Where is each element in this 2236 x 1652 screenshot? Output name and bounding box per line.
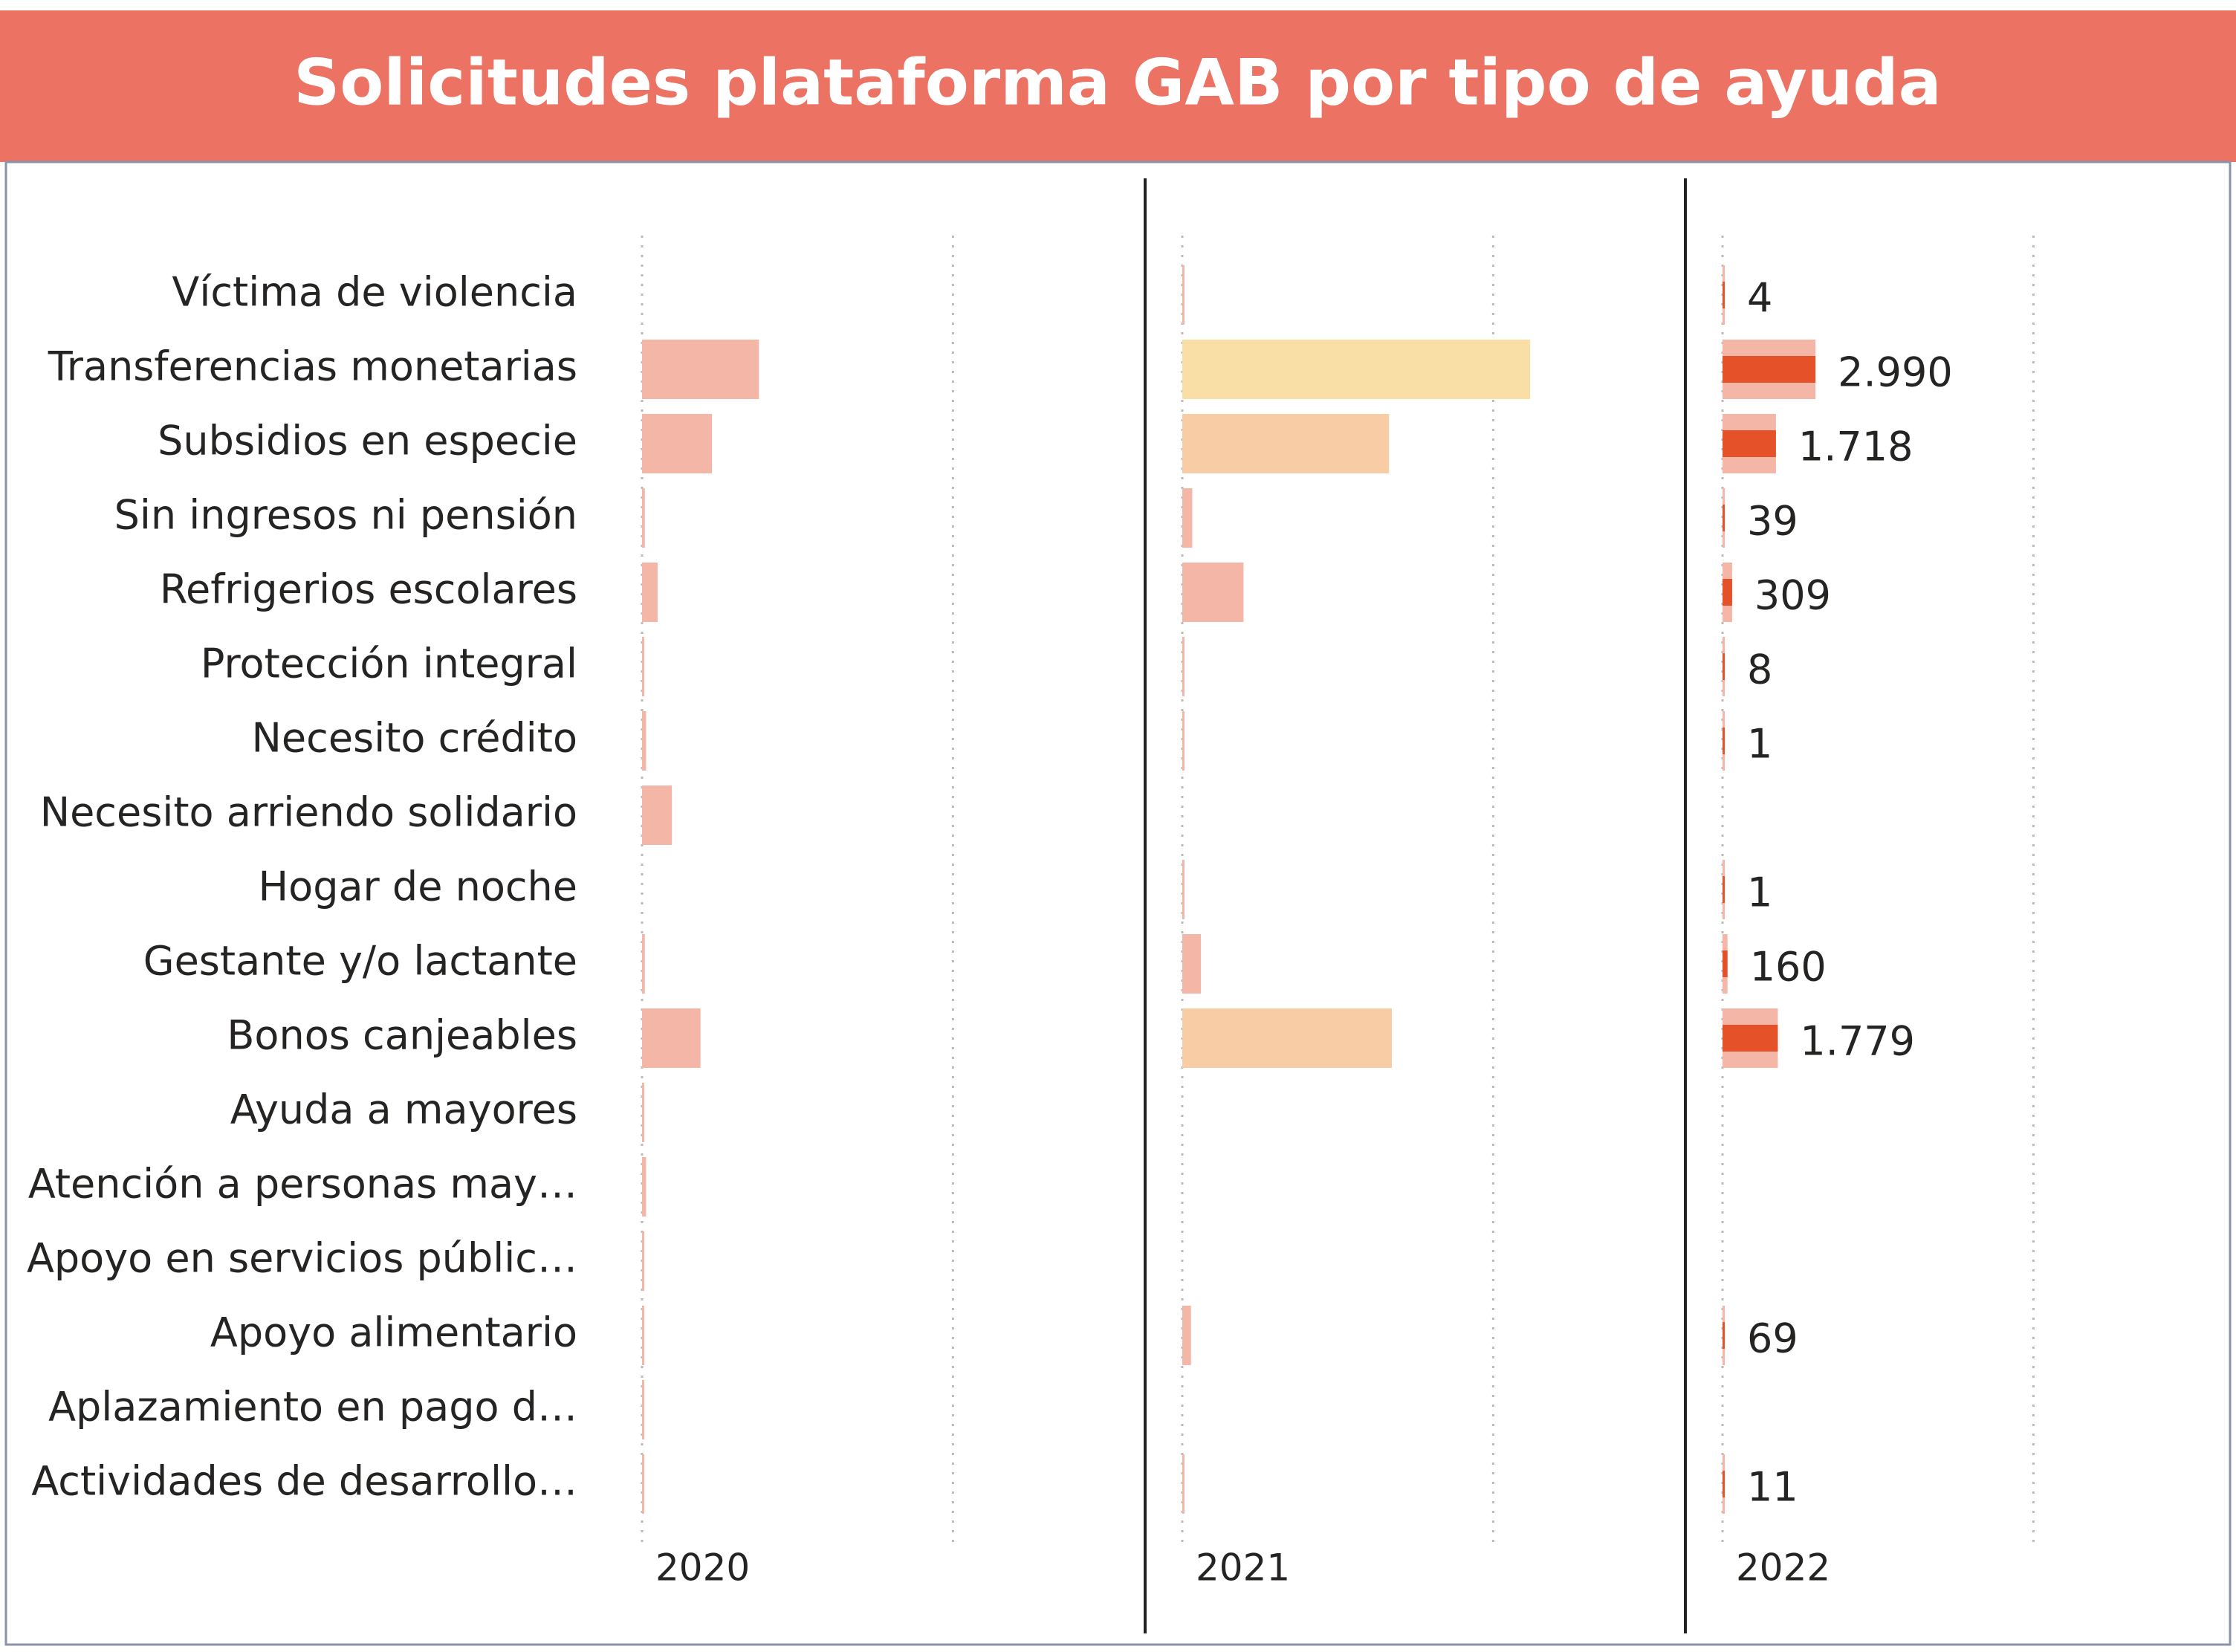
bar: [642, 414, 713, 473]
data-label: 1.718: [1798, 424, 1913, 470]
highlight-bar: [1723, 430, 1776, 457]
bar: [642, 1380, 644, 1439]
highlight-bar: [1723, 579, 1732, 606]
data-label: 1.779: [1800, 1018, 1915, 1065]
highlight-bar: [1723, 505, 1725, 531]
bar: [1182, 265, 1185, 325]
data-label: 1: [1747, 869, 1772, 916]
bar: [1182, 934, 1202, 994]
highlight-bar: [1723, 1471, 1725, 1497]
bar: [642, 785, 673, 845]
bar: [642, 488, 645, 548]
highlight-bar: [1723, 950, 1728, 977]
category-label: Atención a personas may…: [28, 1161, 577, 1208]
bar: [642, 637, 644, 696]
data-label: 4: [1747, 275, 1772, 322]
category-label: Transferencias monetarias: [48, 343, 577, 390]
data-label: 1: [1747, 721, 1772, 768]
category-label: Aplazamiento en pago d…: [48, 1384, 577, 1431]
bar: [642, 1306, 644, 1365]
category-label: Hogar de noche: [259, 864, 577, 910]
highlight-bar: [1723, 728, 1725, 754]
category-label: Ayuda a mayores: [230, 1086, 577, 1133]
category-label: Subsidios en especie: [158, 418, 577, 464]
bar: [1182, 860, 1185, 919]
data-label: 11: [1747, 1464, 1798, 1511]
bar: [1182, 1008, 1392, 1068]
category-label: Bonos canjeables: [227, 1012, 577, 1059]
bar: [1182, 488, 1193, 548]
category-label: Actividades de desarrollo…: [31, 1458, 577, 1505]
highlight-bar: [1723, 282, 1725, 308]
category-label: Sin ingresos ni pensión: [114, 492, 577, 539]
bar: [1182, 711, 1185, 771]
bar: [1182, 340, 1531, 399]
plot-border: [4, 161, 2232, 1646]
bar: [642, 711, 647, 771]
data-label: 309: [1754, 572, 1831, 619]
data-label: 8: [1747, 647, 1772, 693]
category-label: Apoyo en servicios públic…: [27, 1235, 577, 1282]
category-label: Protección integral: [201, 641, 577, 687]
bar: [1182, 1454, 1185, 1514]
highlight-bar: [1723, 356, 1816, 383]
data-label: 69: [1747, 1315, 1798, 1362]
data-label: 39: [1747, 498, 1798, 545]
bar: [642, 340, 759, 399]
bar: [642, 563, 658, 622]
category-label: Gestante y/o lactante: [143, 938, 577, 985]
title-bar: [0, 10, 2236, 162]
highlight-bar: [1723, 876, 1725, 903]
data-label: 160: [1750, 944, 1827, 991]
panel-label: 2020: [655, 1546, 750, 1590]
bar: [1182, 414, 1390, 473]
highlight-bar: [1723, 1322, 1725, 1349]
bar: [642, 1454, 644, 1514]
panel-label: 2022: [1736, 1546, 1830, 1590]
bar: [642, 1008, 701, 1068]
bar: [1182, 1306, 1191, 1365]
category-label: Víctima de violencia: [172, 269, 577, 316]
data-label: 2.990: [1838, 349, 1953, 396]
highlight-bar: [1723, 1025, 1778, 1052]
chart-title: Solicitudes plataforma GAB por tipo de a…: [294, 45, 1941, 120]
bar: [642, 1083, 644, 1142]
bar: [642, 1231, 644, 1291]
category-label: Refrigerios escolares: [160, 566, 577, 613]
category-label: Apoyo alimentario: [210, 1309, 577, 1356]
bar: [1182, 637, 1185, 696]
bar: [1182, 563, 1244, 622]
category-label: Necesito arriendo solidario: [40, 789, 577, 836]
panel-label: 2021: [1196, 1546, 1290, 1590]
highlight-bar: [1723, 653, 1725, 680]
bar: [642, 934, 645, 994]
category-label: Necesito crédito: [252, 715, 577, 762]
bar: [642, 1157, 647, 1217]
